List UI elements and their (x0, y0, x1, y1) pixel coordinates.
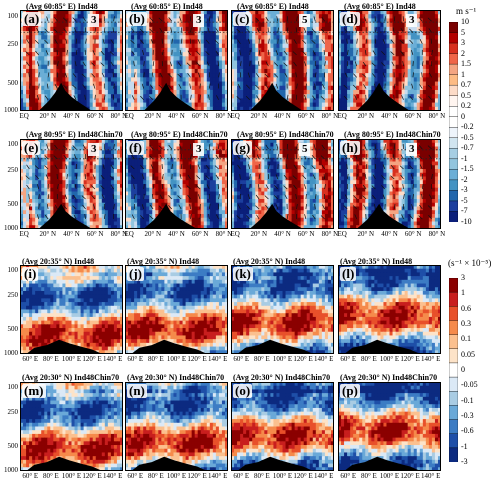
x-tick-label: 80° N (429, 112, 446, 120)
x-tick-label: EQ (230, 112, 239, 120)
panel-overlay-value: 3 (406, 14, 418, 27)
y-tick-label: 100 (0, 12, 18, 20)
panel-title: (Avg 60:85° E) Ind48 (26, 2, 98, 11)
x-tick-label: 20° N (144, 112, 161, 120)
wind-vector (200, 84, 201, 89)
x-tick-label: 60° N (87, 230, 104, 238)
x-tick-label: 20° N (39, 230, 56, 238)
panel-title: (Avg 80:95° E) Ind48Chin70 (26, 130, 123, 139)
panel-label: (c) (233, 12, 251, 26)
panel-label: (a) (22, 12, 41, 26)
x-tick-label: 20° N (250, 112, 267, 120)
x-tick-label: EQ (19, 112, 28, 120)
panel-overlay-value: 5 (299, 14, 311, 27)
x-tick-label: 60° N (405, 112, 422, 120)
wind-vector (95, 214, 96, 219)
x-tick-label: 60° N (192, 112, 209, 120)
y-tick-label: 1000 (0, 106, 18, 114)
x-tick-label: 40° N (274, 112, 291, 120)
panel-overlay-value: 3 (88, 14, 100, 27)
panel-label: (d) (340, 12, 360, 26)
x-tick-label: EQ (124, 112, 133, 120)
panel-overlay-value: 3 (88, 143, 100, 156)
x-tick-label: 40° N (63, 230, 80, 238)
y-tick-label: 250 (0, 40, 18, 48)
x-tick-label: 80° N (322, 112, 339, 120)
panel-label: (e) (22, 141, 40, 155)
y-tick-label: 500 (0, 79, 18, 87)
x-tick-label: 20° N (39, 112, 56, 120)
panel-title: (Avg 60:85° E) Ind48 (344, 2, 416, 11)
x-tick-label: 40° N (168, 112, 185, 120)
x-tick-label: 40° N (63, 112, 80, 120)
x-tick-label: 20° N (357, 112, 374, 120)
wind-vector (95, 95, 96, 100)
x-tick-label: 60° N (87, 112, 104, 120)
panel-label: (b) (127, 12, 147, 26)
wind-vector (306, 72, 307, 77)
panel-title: (Avg 60:85° E) Ind48 (237, 2, 309, 11)
panel-overlay-value: 3 (193, 14, 205, 27)
x-tick-label: EQ (337, 112, 346, 120)
panel-title: (Avg 60:85° E) Ind48 (131, 2, 203, 11)
x-tick-label: 60° N (298, 112, 315, 120)
x-tick-label: EQ (19, 230, 28, 238)
wind-vector (413, 61, 414, 66)
x-tick-label: 40° N (381, 112, 398, 120)
